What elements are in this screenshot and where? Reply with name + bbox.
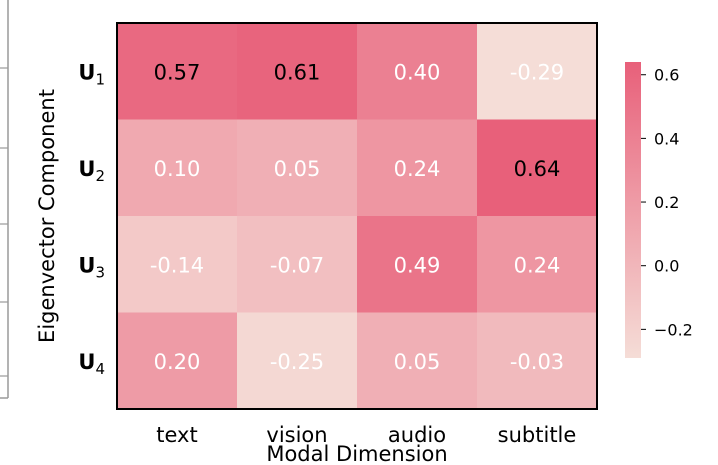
heatmap-cell [357,23,478,120]
cell-value-label: 0.10 [154,157,201,181]
adjacent-panel-edge [0,0,9,399]
x-tick-label: audio [388,423,446,447]
x-tick-label: subtitle [498,423,577,447]
heatmap-cell [477,312,598,410]
heatmap-cell [477,119,598,217]
x-tick-labels: text vision audio subtitle [156,423,576,447]
heatmap-cell [477,216,598,313]
cell-value-label: 0.64 [514,157,561,181]
heatmap-cell [117,312,238,410]
y-tick-label: U3 [78,253,105,281]
colorbar [625,62,641,358]
heatmap-cell [477,23,598,120]
x-tick-label: text [156,423,197,447]
heatmap-cell [237,23,358,120]
colorbar-tick-label: 0.4 [654,129,679,148]
cell-value-label: 0.05 [274,157,321,181]
cell-value-label: 0.40 [394,60,441,84]
x-axis-label: Modal Dimension [266,442,447,465]
heatmap-cell [237,216,358,313]
heatmap-cell [237,312,358,410]
heatmap-cell [357,216,478,313]
colorbar-tick-label: 0.0 [654,257,679,276]
cell-value-label: 0.61 [274,60,321,84]
heatmap-cell [237,119,358,217]
cell-value-label: -0.14 [150,253,204,277]
heatmap-cell [117,23,238,120]
cell-value-label: 0.57 [154,60,201,84]
cell-value-label: -0.29 [510,60,564,84]
heatmap-cell [357,312,478,410]
colorbar-tick-label: −0.2 [654,320,693,339]
y-tick-label: U1 [78,60,105,88]
heatmap-cells [117,23,598,410]
x-tick-label: vision [266,423,327,447]
cell-value-label: 0.24 [514,253,561,277]
y-axis-label: Eigenvector Component [35,89,59,343]
y-tick-label: U2 [78,157,105,185]
heatmap-value-labels: 0.57 0.61 0.40 -0.29 0.10 0.05 0.24 0.64 -0.14 -0… [150,60,564,374]
heatmap-cell [117,216,238,313]
y-tick-label: U4 [78,350,105,378]
colorbar-tick-label: 0.6 [654,66,679,85]
heatmap-cell [117,119,238,217]
heatmap-frame [116,22,598,410]
cell-value-label: -0.07 [270,253,324,277]
y-tick-labels: U1 U2 U3 U4 [78,60,105,378]
cell-value-label: 0.20 [154,350,201,374]
cell-value-label: 0.05 [394,350,441,374]
cell-value-label: 0.49 [394,253,441,277]
colorbar-ticks: 0.6 0.4 0.2 0.0 −0.2 [641,66,693,339]
cell-value-label: 0.24 [394,157,441,181]
cell-value-label: -0.03 [510,350,564,374]
cell-value-label: -0.25 [270,350,324,374]
colorbar-tick-label: 0.2 [654,193,679,212]
heatmap-cell [357,119,478,217]
